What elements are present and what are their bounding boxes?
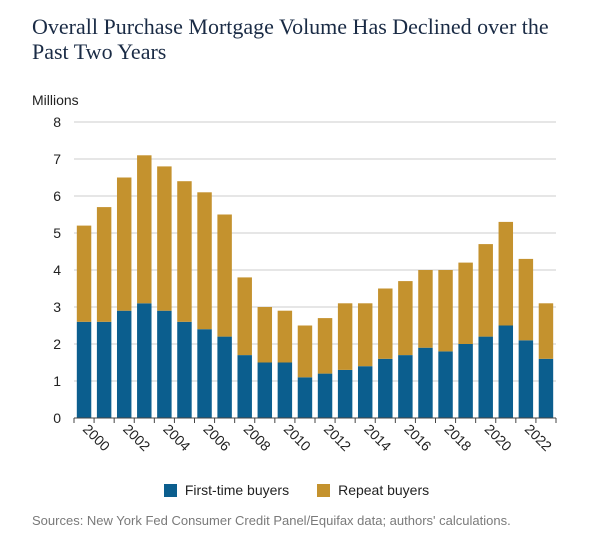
bar-segment-first-time-2014 bbox=[357, 366, 373, 418]
y-axis-unit-label: Millions bbox=[32, 92, 79, 108]
legend: First-time buyers Repeat buyers bbox=[0, 482, 593, 498]
legend-label-first-time: First-time buyers bbox=[184, 482, 290, 498]
bar-segment-repeat-2001 bbox=[96, 207, 112, 322]
bar-segment-repeat-2005 bbox=[177, 181, 192, 322]
bar-segment-first-time-2001 bbox=[96, 321, 112, 418]
bar-segment-first-time-2019 bbox=[458, 344, 473, 418]
grid-lines bbox=[74, 121, 556, 382]
y-tick-label: 0 bbox=[53, 410, 61, 426]
y-axis-ticks: 0 1 2 3 4 5 6 7 8 bbox=[53, 114, 61, 426]
bar-segment-repeat-2009 bbox=[257, 307, 273, 363]
bar-segment-first-time-2012 bbox=[317, 373, 333, 418]
bar-segment-repeat-2016 bbox=[398, 281, 413, 356]
bar-segment-repeat-2007 bbox=[217, 214, 232, 337]
x-tick-label: 2010 bbox=[281, 421, 314, 454]
x-tick-label: 2006 bbox=[200, 421, 233, 454]
bar-segment-first-time-2005 bbox=[177, 321, 192, 418]
bar-segment-repeat-2012 bbox=[317, 318, 333, 374]
bar-segment-first-time-2017 bbox=[418, 347, 433, 418]
bar-segment-first-time-2000 bbox=[76, 321, 92, 418]
x-tick-label: 2020 bbox=[482, 421, 515, 454]
y-tick-label: 3 bbox=[53, 299, 61, 315]
legend-label-repeat: Repeat buyers bbox=[338, 482, 430, 498]
bar-segment-repeat-2017 bbox=[418, 270, 433, 348]
x-tick-label: 2016 bbox=[401, 421, 434, 454]
bar-segment-repeat-2013 bbox=[337, 303, 353, 370]
source-note: Sources: New York Fed Consumer Credit Pa… bbox=[32, 513, 511, 528]
legend-item-first-time: First-time buyers bbox=[163, 482, 290, 498]
y-tick-label: 2 bbox=[53, 336, 61, 352]
bar-segment-first-time-2003 bbox=[137, 303, 152, 418]
y-tick-label: 7 bbox=[53, 151, 61, 167]
bar-segment-first-time-2015 bbox=[378, 358, 393, 418]
bar-segment-first-time-2023 bbox=[538, 358, 554, 418]
chart-title: Overall Purchase Mortgage Volume Has Dec… bbox=[32, 14, 549, 64]
x-tick-label: 2000 bbox=[80, 421, 113, 454]
x-tick-label: 2014 bbox=[361, 421, 394, 454]
bar-segment-repeat-2021 bbox=[498, 221, 514, 326]
x-tick-label: 2002 bbox=[120, 421, 153, 454]
y-tick-label: 4 bbox=[53, 262, 61, 278]
x-axis: 2000 2002 2004 2006 2008 2010 2012 2014 2016 2018… bbox=[73, 417, 557, 454]
bar-segment-repeat-2000 bbox=[76, 225, 92, 322]
bar-segment-repeat-2003 bbox=[137, 155, 152, 304]
legend-swatch-repeat bbox=[317, 483, 331, 497]
bar-segment-first-time-2007 bbox=[217, 336, 232, 418]
bar-segment-repeat-2008 bbox=[237, 277, 252, 356]
bar-segment-repeat-2022 bbox=[518, 258, 534, 341]
x-tick-label: 2004 bbox=[160, 421, 193, 454]
bar-segment-first-time-2022 bbox=[518, 340, 534, 418]
bar-segment-repeat-2006 bbox=[197, 192, 212, 330]
bar-segment-first-time-2004 bbox=[157, 310, 172, 418]
bars bbox=[76, 155, 554, 418]
bar-segment-repeat-2014 bbox=[357, 303, 373, 367]
bar-segment-repeat-2015 bbox=[378, 288, 393, 359]
y-tick-label: 1 bbox=[53, 373, 61, 389]
bar-segment-first-time-2011 bbox=[297, 377, 313, 418]
x-tick-label: 2018 bbox=[441, 421, 474, 454]
bar-segment-repeat-2018 bbox=[438, 270, 453, 352]
y-tick-label: 5 bbox=[53, 225, 61, 241]
bar-segment-repeat-2011 bbox=[297, 325, 313, 378]
x-tick-label: 2012 bbox=[321, 421, 354, 454]
x-tick-label: 2008 bbox=[241, 421, 274, 454]
x-tick-label: 2022 bbox=[522, 421, 555, 454]
bar-segment-first-time-2010 bbox=[277, 362, 293, 418]
bar-segment-first-time-2021 bbox=[498, 325, 514, 418]
bar-segment-first-time-2009 bbox=[257, 362, 273, 418]
bar-segment-first-time-2018 bbox=[438, 351, 453, 418]
y-tick-label: 8 bbox=[53, 114, 61, 130]
bar-segment-first-time-2006 bbox=[197, 329, 212, 418]
legend-swatch-first-time bbox=[163, 483, 177, 497]
bar-segment-repeat-2002 bbox=[116, 177, 132, 311]
y-tick-label: 6 bbox=[53, 188, 61, 204]
bar-segment-first-time-2008 bbox=[237, 355, 252, 418]
bar-segment-first-time-2002 bbox=[116, 310, 132, 418]
bar-segment-repeat-2010 bbox=[277, 310, 293, 363]
bar-segment-repeat-2020 bbox=[478, 244, 493, 337]
bar-segment-first-time-2013 bbox=[337, 369, 353, 418]
bar-segment-repeat-2019 bbox=[458, 262, 473, 344]
bar-segment-first-time-2020 bbox=[478, 336, 493, 418]
bar-segment-repeat-2004 bbox=[157, 166, 172, 311]
legend-item-repeat: Repeat buyers bbox=[317, 482, 429, 498]
bar-segment-repeat-2023 bbox=[538, 303, 554, 359]
bar-segment-first-time-2016 bbox=[398, 355, 413, 418]
